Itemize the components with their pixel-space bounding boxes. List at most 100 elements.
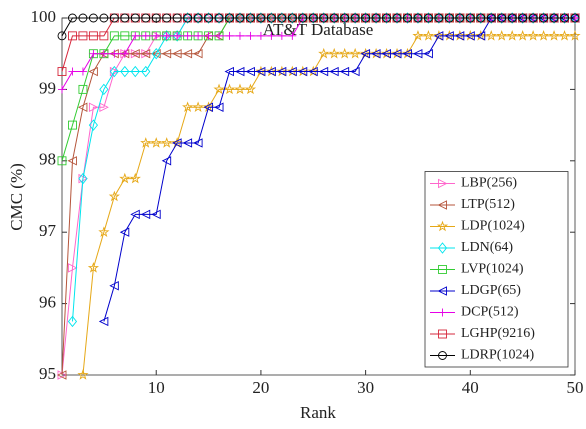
marker (245, 66, 255, 77)
marker (150, 137, 162, 148)
marker (244, 83, 257, 95)
marker (182, 48, 193, 59)
marker (350, 12, 360, 24)
marker (423, 13, 433, 23)
marker (438, 329, 447, 339)
marker (98, 316, 109, 327)
marker (110, 49, 119, 58)
marker (68, 13, 77, 23)
marker (152, 31, 161, 40)
marker (141, 31, 150, 40)
marker (507, 12, 517, 24)
marker (382, 13, 392, 23)
marker (308, 12, 318, 24)
marker (298, 13, 308, 23)
marker (172, 138, 182, 148)
marker (548, 29, 560, 41)
marker (412, 29, 424, 41)
marker (308, 66, 318, 77)
marker (539, 13, 549, 23)
marker (88, 13, 98, 23)
marker (68, 263, 78, 273)
y-tick-label: 96 (39, 293, 56, 312)
marker (381, 48, 392, 59)
marker (329, 13, 339, 23)
x-tick-label: 50 (567, 378, 584, 397)
marker (57, 156, 67, 166)
marker (98, 226, 110, 237)
marker (328, 47, 340, 59)
marker (339, 66, 350, 77)
marker (224, 66, 234, 77)
marker (329, 66, 339, 77)
marker (78, 84, 88, 94)
marker (287, 12, 297, 24)
marker (99, 31, 109, 41)
marker (277, 31, 286, 40)
marker (438, 308, 447, 317)
marker (497, 13, 507, 23)
marker (183, 13, 193, 23)
marker (413, 12, 423, 24)
marker (161, 137, 173, 148)
marker (455, 13, 465, 23)
marker (151, 47, 161, 60)
marker (437, 286, 447, 296)
marker (506, 29, 518, 41)
marker (392, 12, 402, 24)
marker (173, 31, 182, 40)
marker (444, 13, 454, 23)
legend: LBP(256) LTP(512) LDP(1024) LDN(64) LVP(1024… (424, 171, 569, 368)
y-axis-label: CMC (%) (7, 163, 26, 231)
x-tick-label: 30 (357, 378, 374, 397)
marker (438, 178, 448, 189)
marker (559, 12, 570, 24)
marker (560, 13, 569, 23)
marker (204, 31, 213, 40)
marker (371, 13, 381, 23)
marker (287, 66, 297, 77)
marker (297, 66, 308, 77)
marker (349, 47, 361, 59)
marker (68, 31, 77, 41)
marker (151, 13, 161, 23)
marker (58, 85, 66, 94)
marker (507, 13, 517, 23)
legend-label: LDRP(1024) (461, 348, 534, 363)
marker (99, 13, 109, 23)
marker (434, 13, 444, 23)
x-tick-label: 20 (252, 378, 269, 397)
legend-label: LGHP(9216) (461, 326, 535, 341)
marker (549, 12, 559, 24)
marker (423, 12, 434, 24)
marker (203, 12, 214, 24)
marker (213, 83, 225, 95)
marker (193, 12, 203, 24)
marker (277, 13, 287, 23)
marker (570, 12, 580, 24)
x-axis-label: Rank (300, 403, 336, 422)
marker (130, 48, 140, 59)
marker (436, 220, 449, 232)
marker (130, 65, 140, 78)
marker (78, 172, 88, 185)
marker (99, 49, 108, 58)
marker (214, 12, 224, 24)
marker (308, 13, 318, 23)
marker (403, 13, 412, 23)
marker (339, 47, 351, 59)
marker (465, 13, 475, 23)
marker (371, 12, 381, 24)
marker (182, 138, 193, 148)
marker (413, 13, 423, 23)
marker (193, 138, 203, 148)
marker (437, 242, 448, 254)
marker (433, 31, 444, 41)
marker (193, 48, 203, 59)
marker (475, 31, 486, 41)
marker (528, 13, 538, 23)
marker (77, 369, 89, 380)
marker (538, 29, 550, 41)
marker (266, 66, 276, 77)
marker (486, 12, 496, 24)
